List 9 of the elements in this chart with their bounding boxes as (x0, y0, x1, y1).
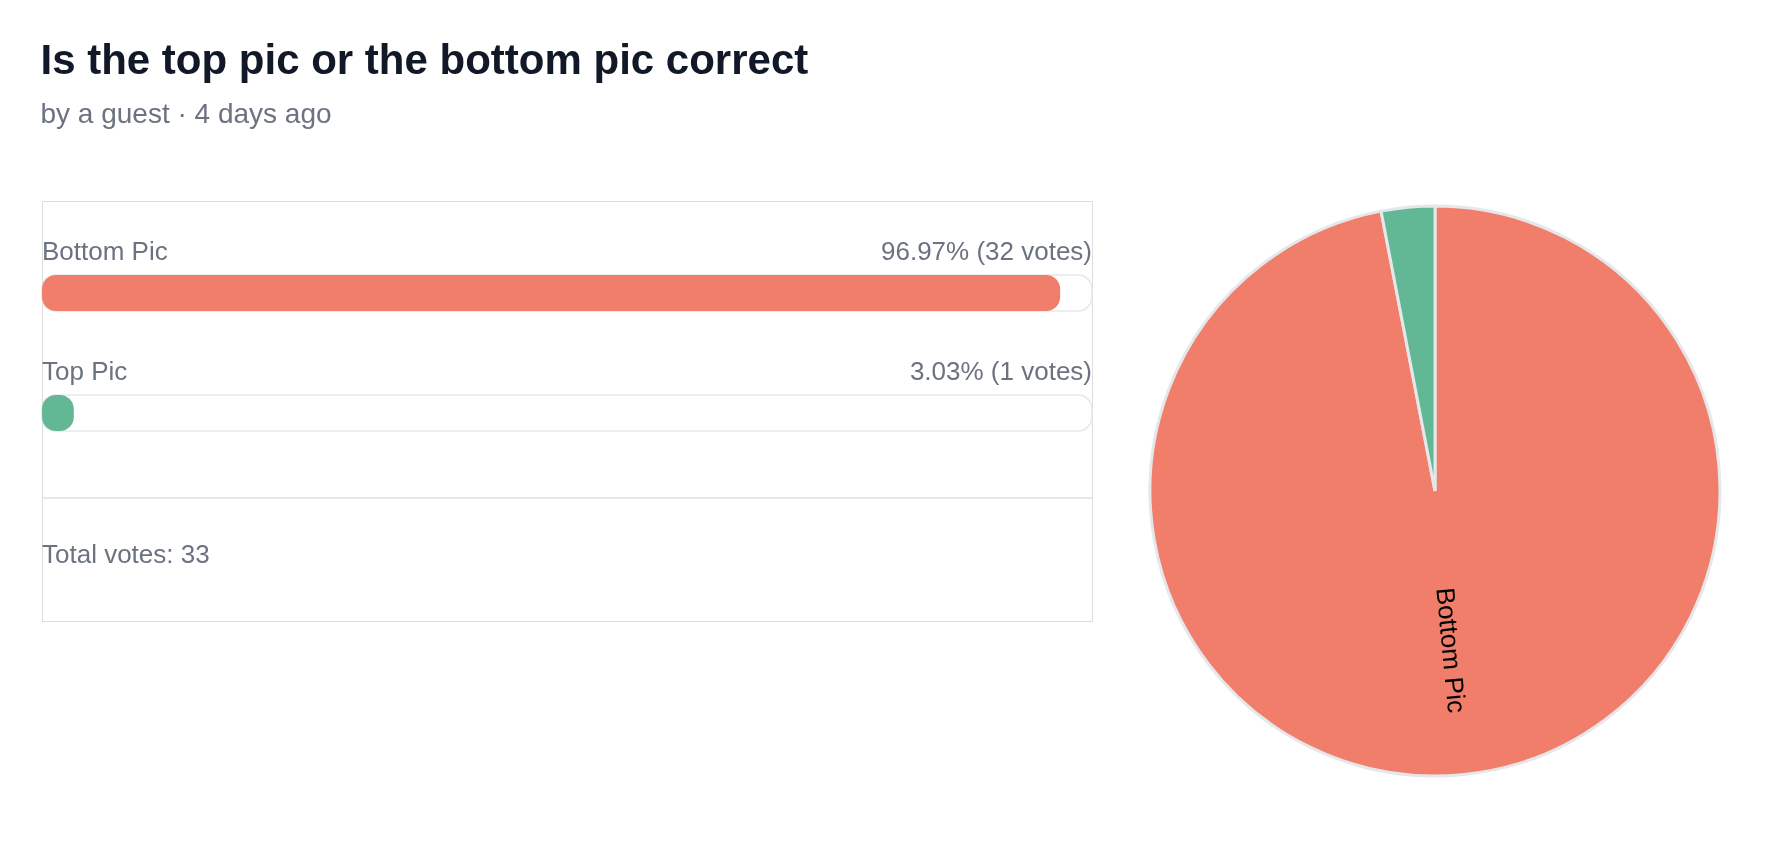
chart-subtitle: by a guest · 4 days ago (40, 98, 332, 129)
category-label: Top Pic (42, 356, 128, 386)
data-label: 96.97% (32 votes) (880, 236, 1092, 266)
data-label: 3.03% (1 votes) (909, 356, 1092, 386)
pie-slice (1148, 204, 1722, 778)
category-label: Bottom Pic (42, 236, 168, 266)
text: Total votes: 33 (42, 539, 210, 569)
slice-label: Bottom Pic (1430, 586, 1473, 715)
chart-title: Is the top pic or the bottom pic correct (40, 36, 809, 83)
